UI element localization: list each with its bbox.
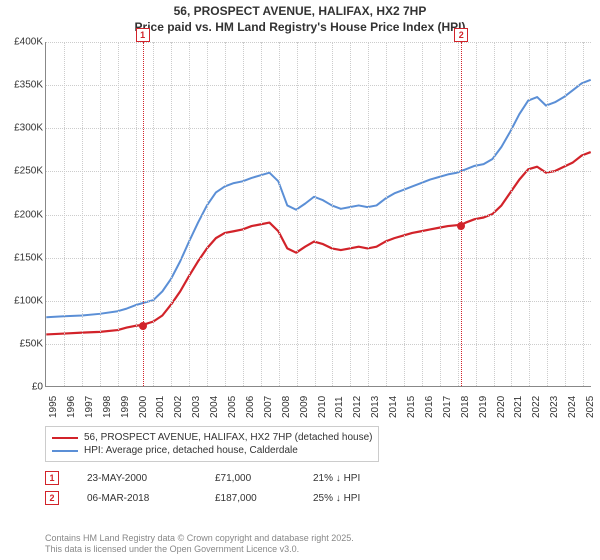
- x-tick-label: 2000: [138, 396, 149, 418]
- sale-marker-box: 1: [136, 28, 150, 42]
- x-tick-label: 1999: [120, 396, 131, 418]
- sale-num: 2: [45, 491, 59, 505]
- attribution-line-1: Contains HM Land Registry data © Crown c…: [45, 533, 354, 545]
- sales-table: 1 23-MAY-2000 £71,000 21% ↓ HPI 2 06-MAR-2018…: [45, 468, 403, 508]
- sale-price: £71,000: [215, 473, 285, 484]
- sale-marker-line: [461, 42, 462, 386]
- x-tick-label: 2011: [334, 396, 345, 418]
- x-tick-label: 2025: [585, 396, 596, 418]
- legend-item-property: 56, PROSPECT AVENUE, HALIFAX, HX2 7HP (d…: [52, 431, 372, 444]
- sale-num: 1: [45, 471, 59, 485]
- attribution: Contains HM Land Registry data © Crown c…: [45, 533, 354, 556]
- x-tick-label: 2023: [549, 396, 560, 418]
- legend-swatch-property: [52, 437, 78, 439]
- sale-date: 06-MAR-2018: [87, 493, 187, 504]
- x-tick-label: 2021: [513, 396, 524, 418]
- sale-marker-box: 2: [454, 28, 468, 42]
- x-tick-label: 2018: [460, 396, 471, 418]
- x-tick-label: 2001: [155, 396, 166, 418]
- x-tick-label: 1996: [66, 396, 77, 418]
- attribution-line-2: This data is licensed under the Open Gov…: [45, 544, 354, 556]
- x-tick-label: 2005: [227, 396, 238, 418]
- sale-date: 23-MAY-2000: [87, 473, 187, 484]
- x-tick-label: 2013: [370, 396, 381, 418]
- x-tick-label: 2008: [281, 396, 292, 418]
- x-tick-label: 2016: [424, 396, 435, 418]
- x-tick-label: 2010: [317, 396, 328, 418]
- x-tick-label: 1997: [84, 396, 95, 418]
- chart-title: 56, PROSPECT AVENUE, HALIFAX, HX2 7HP Pr…: [0, 0, 600, 35]
- y-tick-label: £350K: [3, 80, 43, 91]
- x-tick-label: 2015: [406, 396, 417, 418]
- x-tick-label: 1998: [102, 396, 113, 418]
- y-tick-label: £0: [3, 382, 43, 393]
- x-tick-label: 2002: [173, 396, 184, 418]
- x-tick-label: 2006: [245, 396, 256, 418]
- sale-marker-dot: [139, 322, 147, 330]
- x-tick-label: 2019: [478, 396, 489, 418]
- sale-row: 2 06-MAR-2018 £187,000 25% ↓ HPI: [45, 488, 403, 508]
- plot-area: 12: [45, 42, 591, 387]
- x-tick-label: 1995: [48, 396, 59, 418]
- line-layer: [46, 42, 591, 386]
- chart-container: 56, PROSPECT AVENUE, HALIFAX, HX2 7HP Pr…: [0, 0, 600, 560]
- y-tick-label: £50K: [3, 338, 43, 349]
- y-tick-label: £250K: [3, 166, 43, 177]
- x-tick-label: 2022: [531, 396, 542, 418]
- x-tick-label: 2020: [496, 396, 507, 418]
- series-hpi: [46, 80, 590, 317]
- sale-diff: 21% ↓ HPI: [313, 473, 403, 484]
- legend-swatch-hpi: [52, 450, 78, 452]
- y-tick-label: £100K: [3, 295, 43, 306]
- y-tick-label: £200K: [3, 209, 43, 220]
- x-tick-label: 2003: [191, 396, 202, 418]
- y-tick-label: £400K: [3, 37, 43, 48]
- sale-price: £187,000: [215, 493, 285, 504]
- sale-marker-line: [143, 42, 144, 386]
- legend: 56, PROSPECT AVENUE, HALIFAX, HX2 7HP (d…: [45, 426, 379, 462]
- title-line-2: Price paid vs. HM Land Registry's House …: [0, 20, 600, 36]
- x-tick-label: 2009: [299, 396, 310, 418]
- sale-row: 1 23-MAY-2000 £71,000 21% ↓ HPI: [45, 468, 403, 488]
- x-tick-label: 2004: [209, 396, 220, 418]
- x-tick-label: 2024: [567, 396, 578, 418]
- x-tick-label: 2014: [388, 396, 399, 418]
- legend-label-property: 56, PROSPECT AVENUE, HALIFAX, HX2 7HP (d…: [84, 432, 372, 443]
- x-tick-label: 2007: [263, 396, 274, 418]
- title-line-1: 56, PROSPECT AVENUE, HALIFAX, HX2 7HP: [0, 4, 600, 20]
- y-tick-label: £150K: [3, 252, 43, 263]
- sale-diff: 25% ↓ HPI: [313, 493, 403, 504]
- legend-label-hpi: HPI: Average price, detached house, Cald…: [84, 445, 298, 456]
- legend-item-hpi: HPI: Average price, detached house, Cald…: [52, 444, 372, 457]
- x-tick-label: 2017: [442, 396, 453, 418]
- x-tick-label: 2012: [352, 396, 363, 418]
- sale-marker-dot: [457, 222, 465, 230]
- y-tick-label: £300K: [3, 123, 43, 134]
